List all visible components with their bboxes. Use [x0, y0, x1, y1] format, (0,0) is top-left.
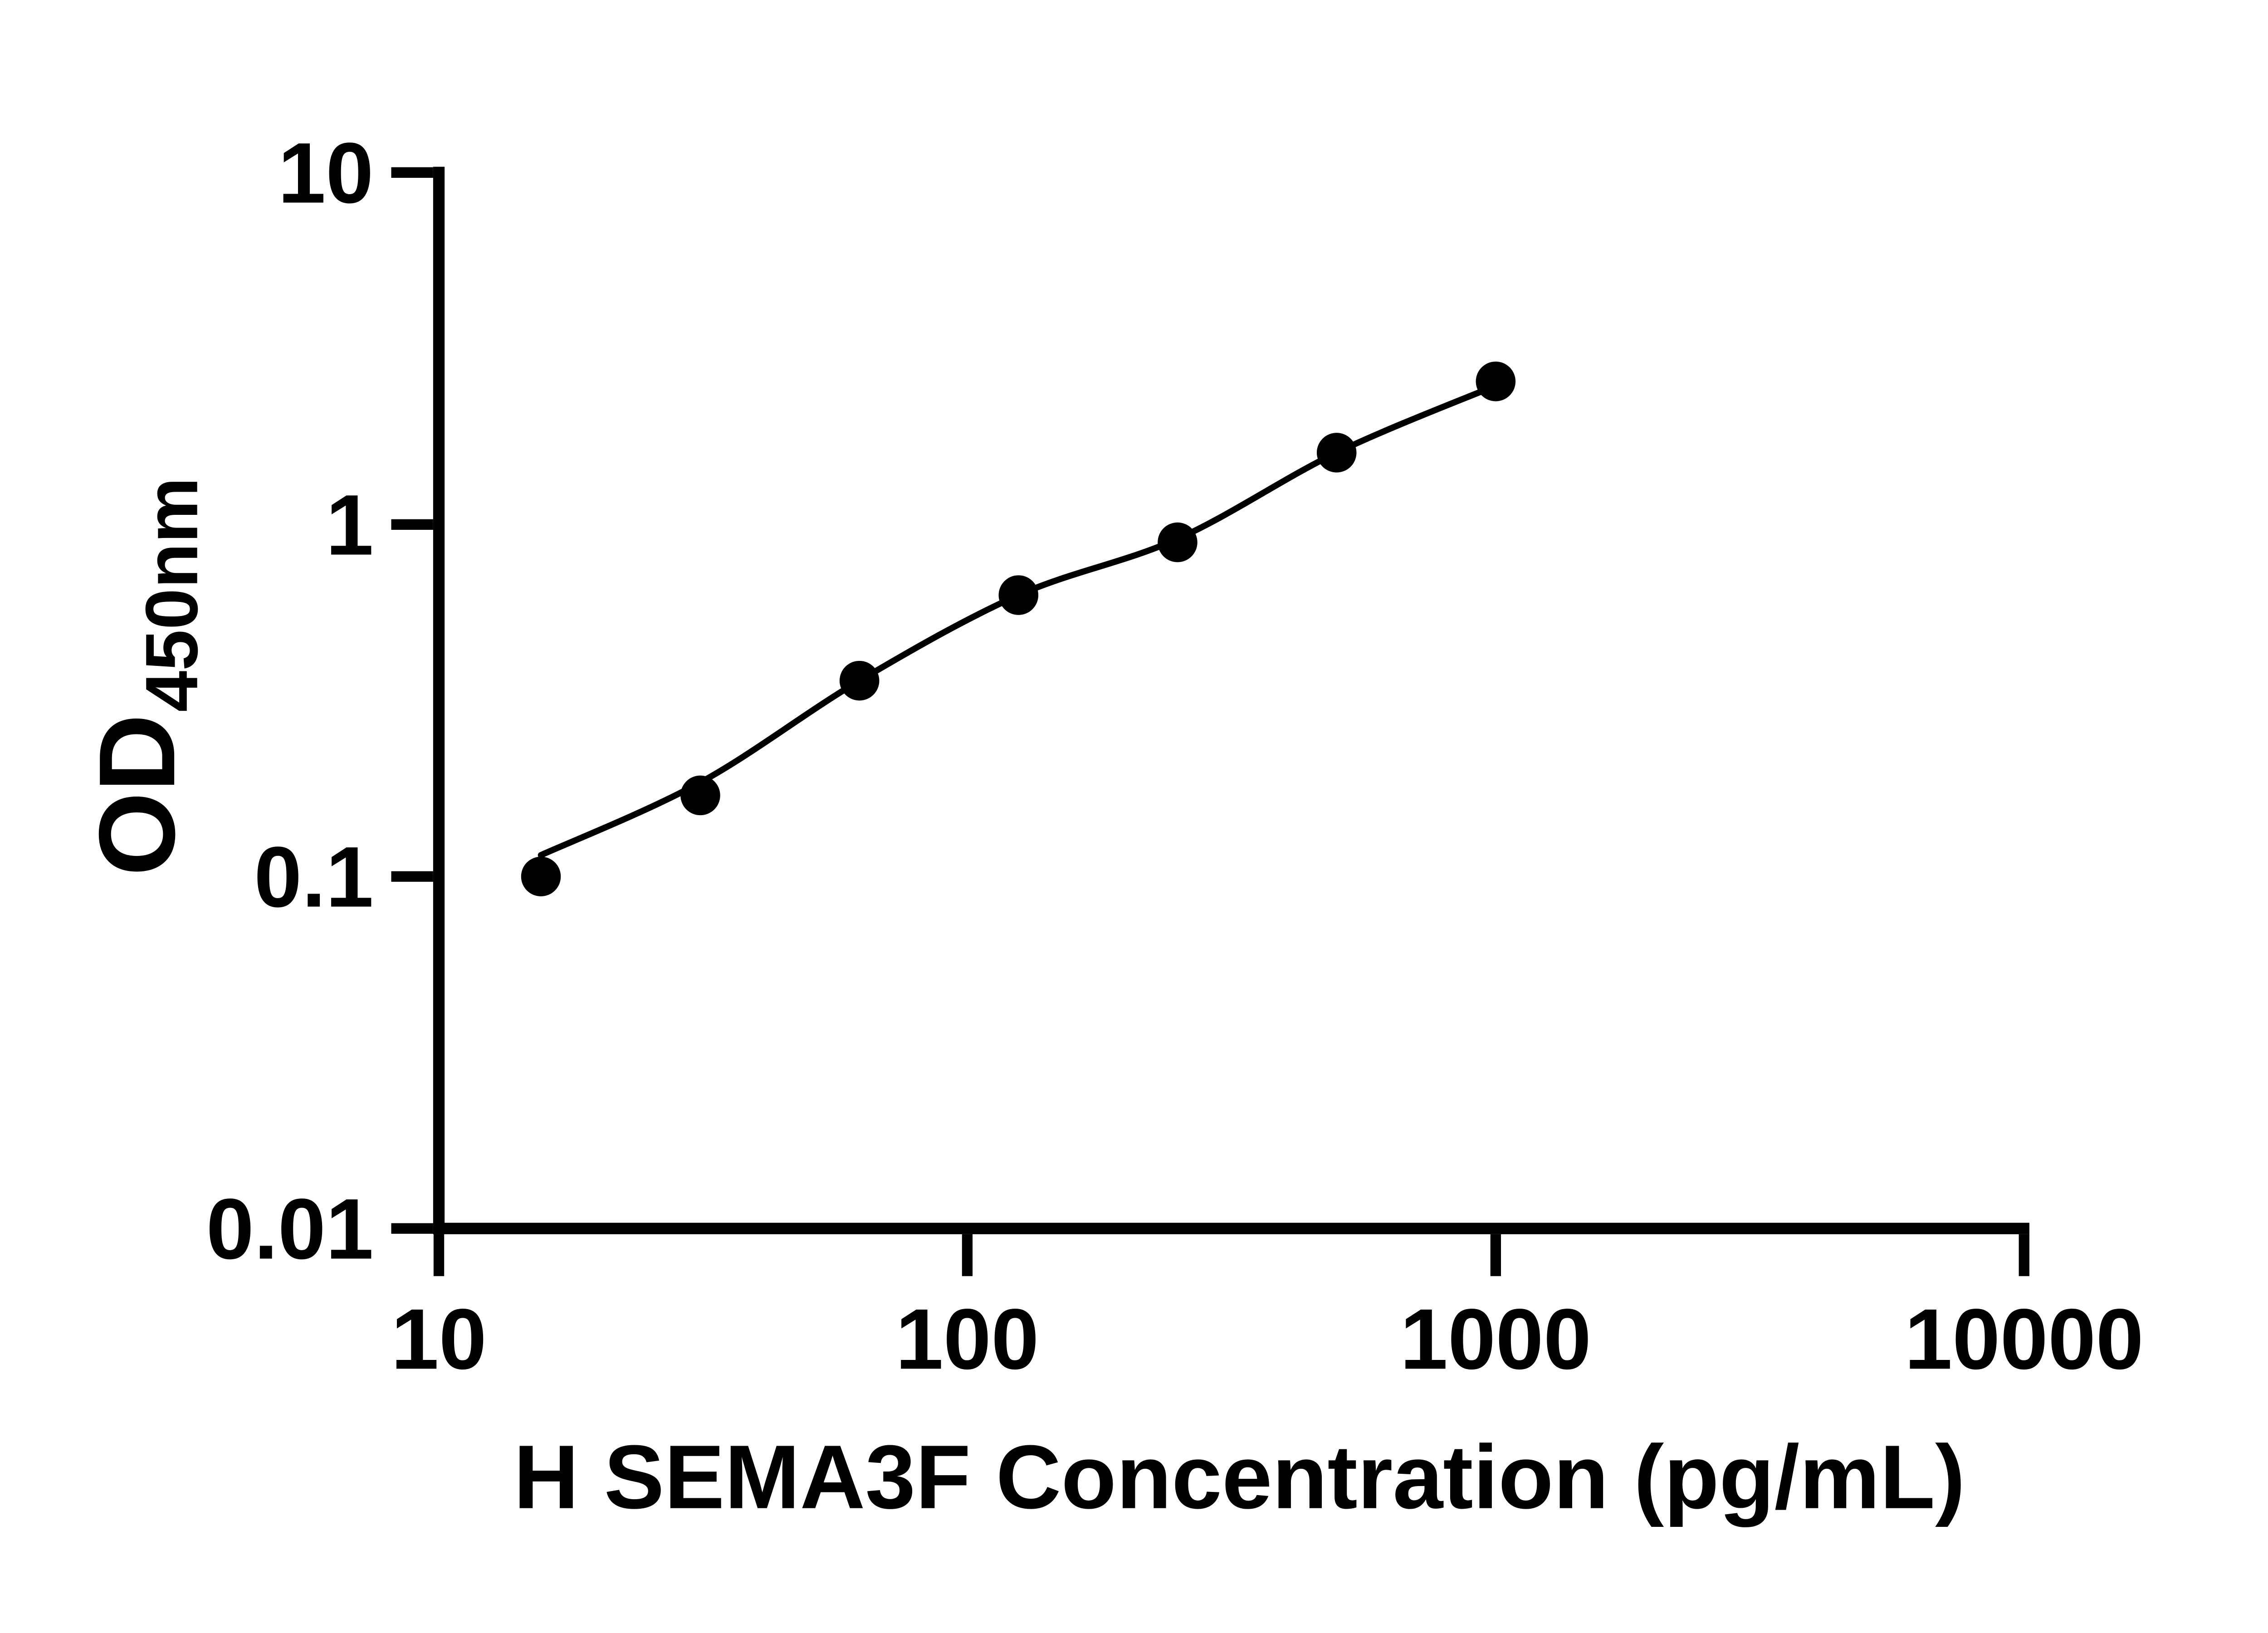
tick-marks	[391, 167, 2029, 1276]
x-tick-label: 1000	[1400, 1291, 1591, 1387]
data-point	[1316, 433, 1357, 473]
y-tick-label: 0.1	[254, 829, 374, 925]
data-point	[998, 575, 1039, 615]
x-tick-label: 100	[895, 1291, 1039, 1387]
y-tick-label: 1	[326, 477, 373, 573]
data-point	[1476, 362, 1516, 401]
y-tick-label: 0.01	[206, 1181, 374, 1277]
x-tick-label: 10	[391, 1291, 487, 1387]
x-tick-label: 10000	[1905, 1291, 2144, 1387]
data-point	[839, 660, 880, 701]
plot-area	[521, 362, 1516, 897]
y-axis-title-subscript: 450nm	[130, 477, 213, 712]
axes	[433, 166, 2029, 1234]
y-axis-title-main: OD	[77, 714, 197, 876]
data-point	[1158, 522, 1198, 562]
data-point	[521, 856, 561, 897]
y-tick-label: 10	[278, 125, 374, 221]
y-axis-title: OD 450nm	[77, 477, 213, 876]
data-point	[680, 775, 720, 816]
x-axis-title: H SEMA3F Concentration (pg/mL)	[513, 1427, 1965, 1528]
